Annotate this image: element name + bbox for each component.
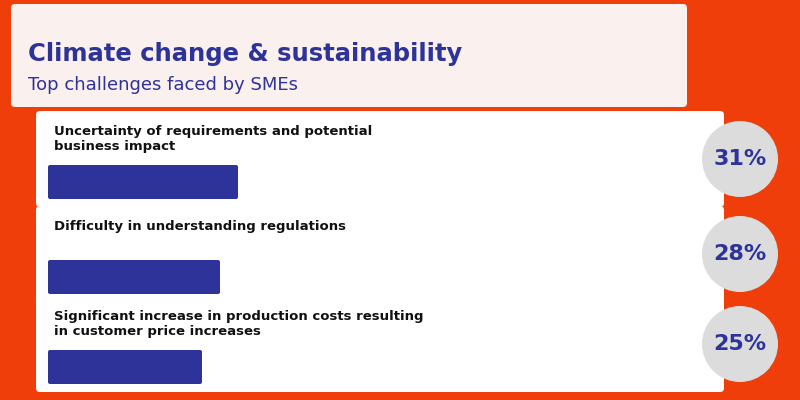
Text: Significant increase in production costs resulting
in customer price increases: Significant increase in production costs…	[54, 310, 423, 338]
FancyBboxPatch shape	[48, 165, 238, 199]
FancyBboxPatch shape	[36, 206, 724, 302]
FancyBboxPatch shape	[36, 111, 724, 207]
FancyBboxPatch shape	[36, 296, 724, 392]
Text: Difficulty in understanding regulations: Difficulty in understanding regulations	[54, 220, 346, 233]
Text: Uncertainty of requirements and potential
business impact: Uncertainty of requirements and potentia…	[54, 125, 372, 153]
Text: Linked: Linked	[580, 367, 642, 385]
Text: Finance: Finance	[637, 367, 700, 385]
Circle shape	[702, 121, 778, 197]
FancyBboxPatch shape	[48, 350, 202, 384]
FancyBboxPatch shape	[48, 260, 220, 294]
Text: 28%: 28%	[714, 244, 766, 264]
Text: 25%: 25%	[714, 334, 766, 354]
FancyBboxPatch shape	[11, 4, 687, 107]
Text: 31%: 31%	[714, 149, 766, 169]
Text: Climate change & sustainability: Climate change & sustainability	[28, 42, 462, 66]
Circle shape	[702, 216, 778, 292]
Circle shape	[702, 306, 778, 382]
Text: Top challenges faced by SMEs: Top challenges faced by SMEs	[28, 76, 298, 94]
